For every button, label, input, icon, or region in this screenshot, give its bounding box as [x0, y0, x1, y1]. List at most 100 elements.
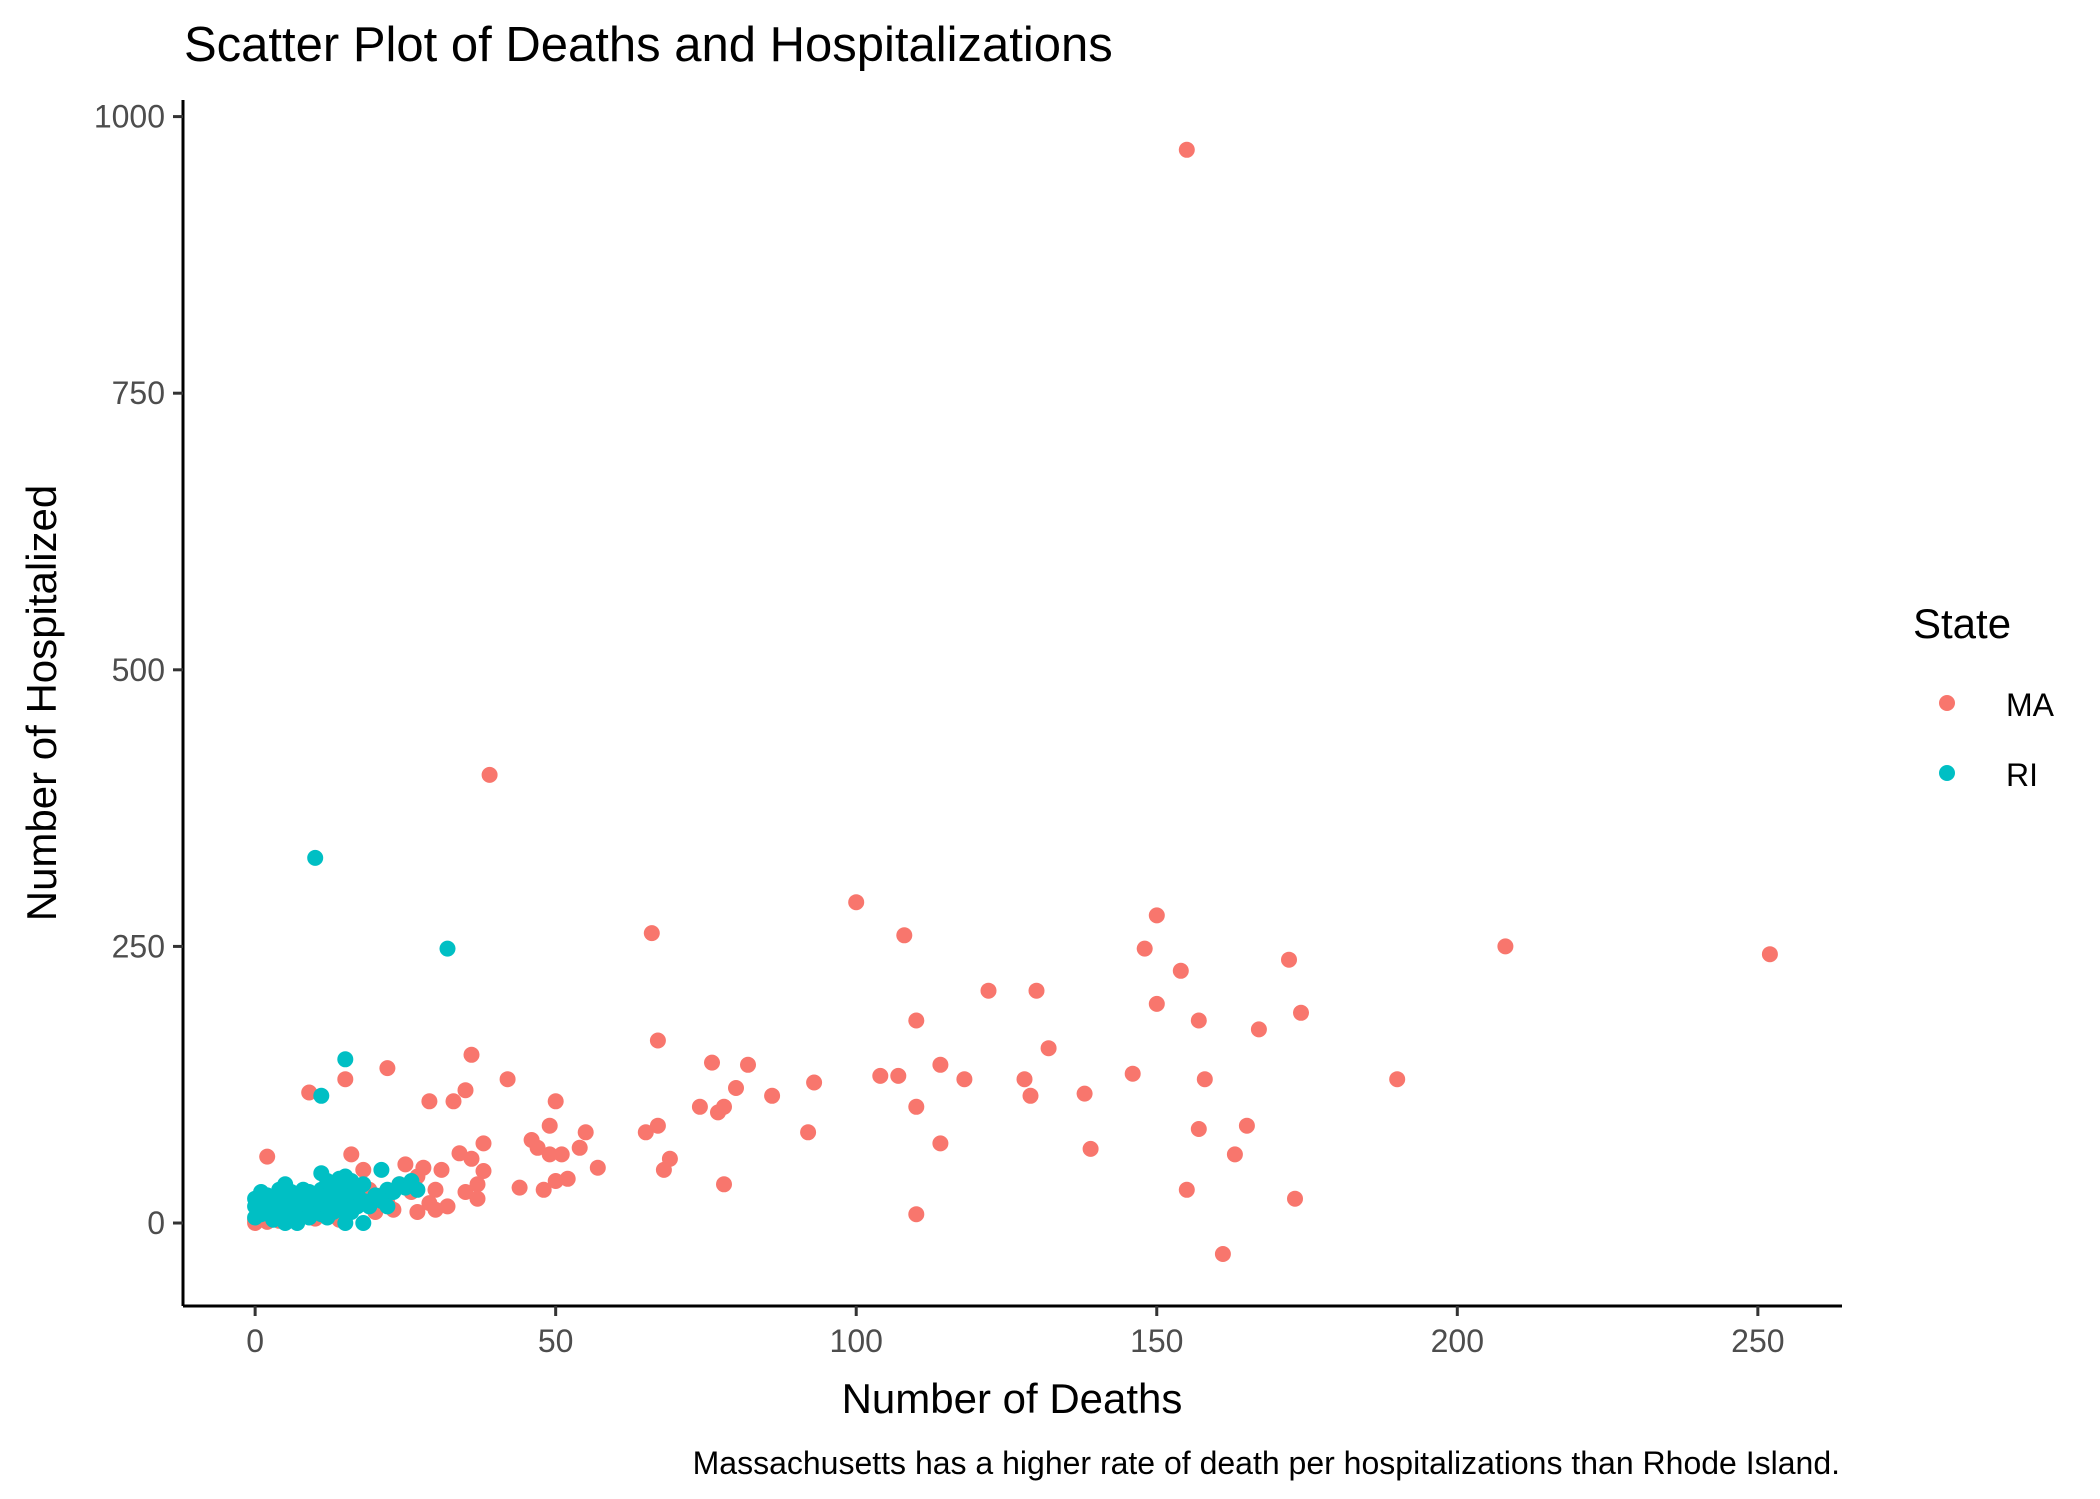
data-point-ma — [908, 1098, 925, 1115]
data-point-ma — [559, 1170, 576, 1187]
data-point-ma — [1028, 982, 1045, 999]
data-point-ma — [1389, 1071, 1406, 1088]
x-axis-title: Number of Deaths — [842, 1375, 1183, 1422]
legend-title: State — [1913, 600, 2011, 647]
x-tick-label: 50 — [538, 1323, 574, 1359]
data-point-ma — [1190, 1121, 1207, 1137]
data-point-ma — [547, 1093, 564, 1110]
data-point-ma — [541, 1146, 558, 1163]
data-point-ma — [800, 1124, 817, 1141]
series-ri — [247, 849, 456, 1231]
data-point-ma — [908, 1012, 925, 1029]
data-point-ma — [409, 1204, 426, 1220]
data-point-ma — [956, 1071, 973, 1088]
data-point-ri — [355, 1176, 372, 1193]
data-point-ma — [1148, 995, 1165, 1012]
data-point-ma — [577, 1124, 594, 1141]
x-axis-ticks: 0 50 100 150 200 250 — [246, 1306, 1785, 1359]
data-point-ma — [1124, 1065, 1141, 1082]
y-tick-label: 750 — [112, 375, 165, 411]
data-point-ma — [475, 1163, 492, 1179]
data-point-ma — [469, 1176, 486, 1193]
data-point-ma — [1136, 940, 1153, 957]
legend-item-ri: RI — [1939, 757, 2038, 793]
data-point-ma — [301, 1084, 318, 1101]
chart-caption: Massachusetts has a higher rate of death… — [693, 1445, 1840, 1481]
data-point-ma — [890, 1067, 907, 1084]
data-point-ma — [439, 1198, 456, 1215]
data-point-ma — [637, 1124, 654, 1141]
data-point-ma — [1497, 938, 1514, 955]
data-point-ma — [1214, 1246, 1231, 1262]
data-point-ma — [1076, 1085, 1093, 1102]
data-point-ri — [379, 1198, 396, 1215]
data-point-ma — [649, 1032, 666, 1049]
data-point-ma — [259, 1148, 276, 1165]
data-point-ma — [1082, 1140, 1099, 1157]
data-point-ma — [1190, 1012, 1207, 1029]
data-point-ri — [313, 1087, 330, 1104]
y-tick-label: 1000 — [94, 99, 165, 135]
data-point-ma — [1178, 1181, 1195, 1198]
data-point-ma — [445, 1093, 462, 1110]
data-point-ma — [1250, 1021, 1267, 1038]
data-point-ma — [649, 1117, 666, 1134]
data-point-ma — [908, 1206, 925, 1223]
chart-title: Scatter Plot of Deaths and Hospitalizati… — [184, 18, 1113, 72]
data-point-ma — [716, 1176, 732, 1193]
data-point-ma — [704, 1054, 720, 1071]
data-point-ma — [541, 1117, 558, 1134]
data-point-ma — [379, 1060, 396, 1077]
data-point-ma — [896, 927, 913, 944]
data-point-ma — [427, 1201, 444, 1218]
data-point-ma — [499, 1071, 516, 1088]
data-point-ma — [848, 894, 865, 911]
data-point-ma — [547, 1173, 564, 1189]
data-point-ma — [1172, 962, 1189, 979]
x-tick-label: 150 — [1130, 1323, 1183, 1359]
series-ma — [247, 141, 1778, 1262]
x-tick-label: 250 — [1731, 1323, 1784, 1359]
data-point-ma — [397, 1156, 414, 1173]
data-point-ma — [806, 1074, 823, 1091]
y-axis-ticks: 0 250 500 750 1000 — [94, 99, 183, 1241]
data-point-ma — [463, 1046, 480, 1063]
data-point-ri — [439, 940, 456, 957]
legend: State MA RI — [1913, 600, 2055, 793]
data-point-ma — [529, 1139, 546, 1156]
data-point-ma — [728, 1080, 744, 1096]
legend-label-ma: MA — [2006, 687, 2055, 723]
y-tick-label: 250 — [112, 928, 165, 964]
data-point-ma — [355, 1161, 372, 1178]
data-point-ri — [337, 1051, 354, 1068]
data-point-ma — [469, 1190, 486, 1207]
x-tick-label: 200 — [1431, 1323, 1484, 1359]
data-point-ma — [535, 1181, 552, 1198]
data-point-ma — [872, 1067, 889, 1084]
data-point-ma — [1040, 1040, 1057, 1057]
x-tick-label: 0 — [246, 1323, 264, 1359]
data-point-ma — [433, 1161, 450, 1178]
data-point-ma — [1016, 1071, 1033, 1088]
data-point-ma — [1196, 1071, 1213, 1088]
data-point-ma — [1293, 1004, 1309, 1021]
data-point-ma — [1281, 951, 1297, 968]
data-point-ma — [463, 1150, 480, 1167]
data-point-ma — [1226, 1146, 1243, 1163]
data-point-ri — [409, 1181, 426, 1198]
data-point-ri — [373, 1161, 390, 1178]
y-axis-title: Number of Hospitalized — [18, 485, 65, 922]
data-point-ma — [691, 1098, 708, 1115]
data-point-ma — [421, 1093, 438, 1110]
data-point-ma — [427, 1181, 444, 1198]
data-point-ma — [980, 982, 997, 999]
data-point-ma — [553, 1146, 570, 1163]
data-point-ma — [643, 925, 660, 942]
data-point-ma — [343, 1146, 360, 1163]
y-tick-label: 500 — [112, 652, 165, 688]
data-point-ma — [337, 1071, 354, 1088]
legend-item-ma: MA — [1939, 687, 2055, 723]
data-point-ma — [589, 1159, 606, 1176]
data-point-ma — [716, 1098, 732, 1115]
